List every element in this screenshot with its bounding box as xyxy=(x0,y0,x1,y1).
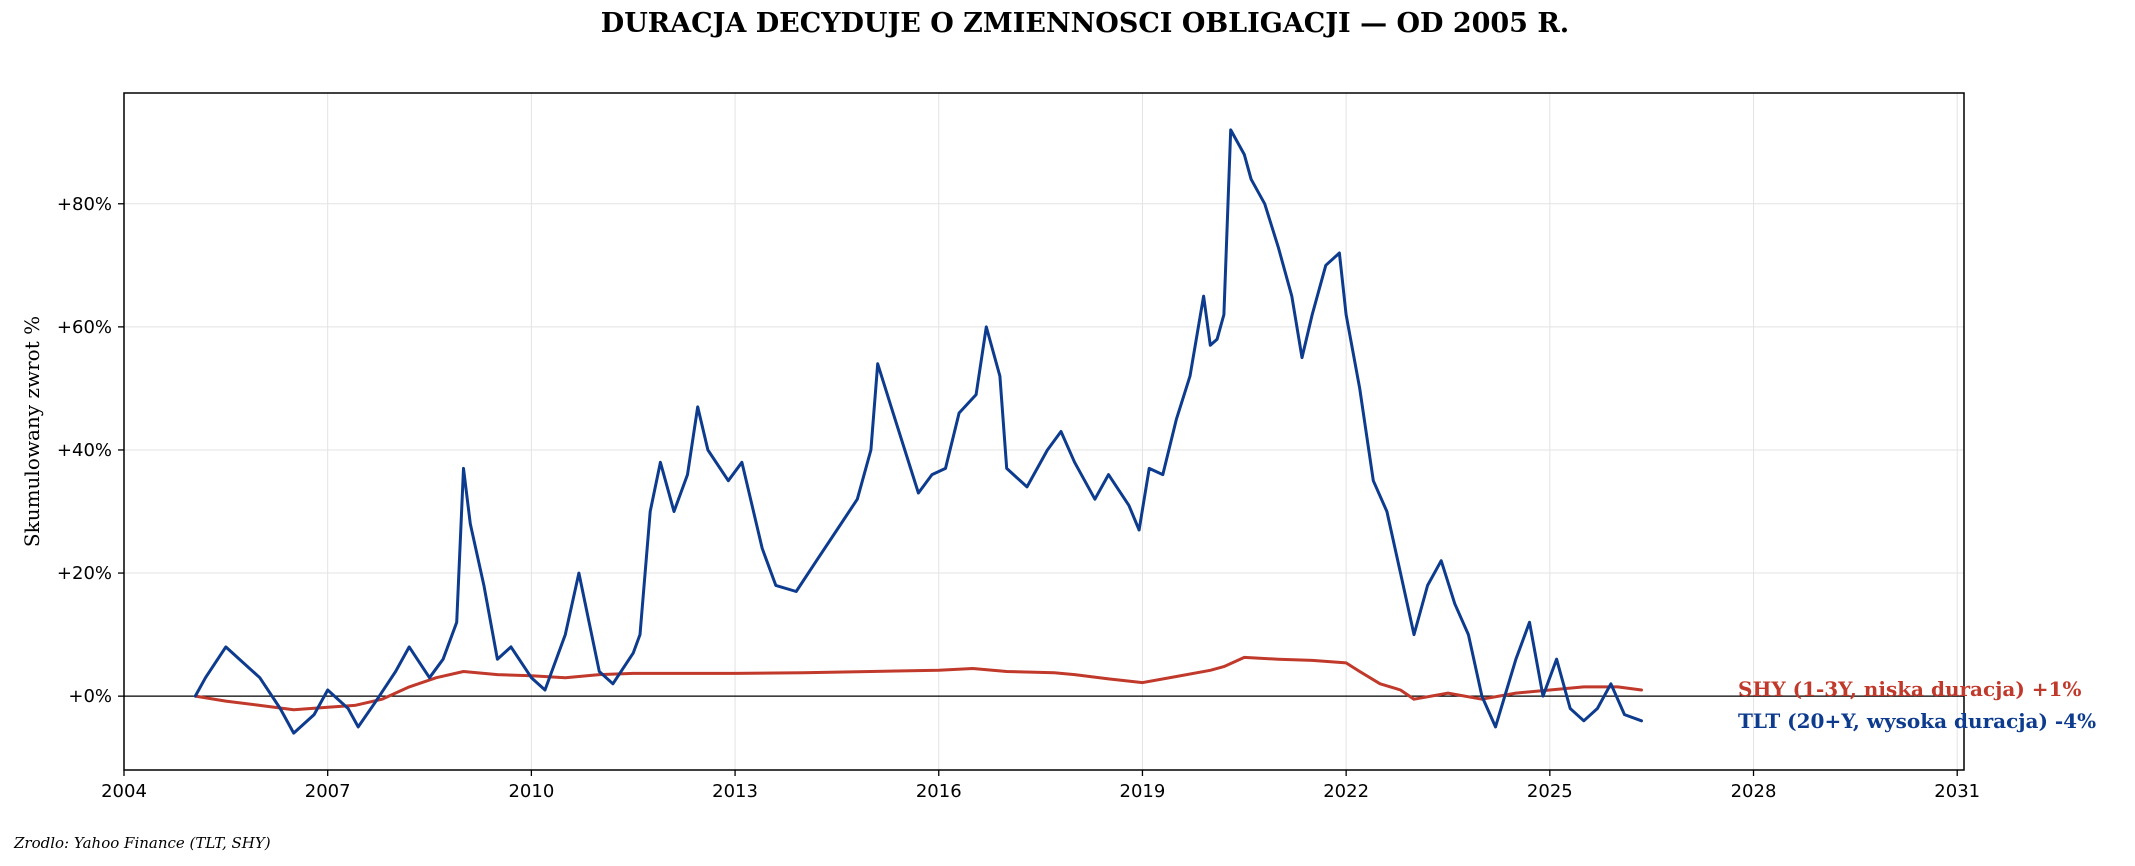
x-tick-label: 2016 xyxy=(916,781,962,802)
x-tick-label: 2004 xyxy=(101,781,147,802)
series-layer xyxy=(193,128,1643,735)
source-note: Zrodlo: Yahoo Finance (TLT, SHY) xyxy=(14,834,271,852)
x-tick-label: 2022 xyxy=(1323,781,1369,802)
series-end-label-shy: SHY (1-3Y, niska duracja) +1% xyxy=(1738,677,2081,701)
chart-title: DURACJA DECYDUJE O ZMIENNOSCI OBLIGACJI … xyxy=(600,8,1570,39)
y-tick-label: +40% xyxy=(57,440,112,461)
x-tick-label: 2025 xyxy=(1527,781,1573,802)
y-tick-label: +60% xyxy=(57,317,112,338)
series-line-shy xyxy=(193,655,1643,712)
x-tick-label: 2028 xyxy=(1731,781,1777,802)
series-line-tlt xyxy=(193,128,1643,735)
end-labels: SHY (1-3Y, niska duracja) +1% TLT (20+Y, … xyxy=(1738,677,2096,733)
x-axis: 2004 2007 2010 2013 2016 2019 2022 2025 2028 2031 xyxy=(101,770,1980,802)
x-tick-label: 2007 xyxy=(305,781,351,802)
y-tick-label: +0% xyxy=(68,686,112,707)
y-tick-label: +80% xyxy=(57,194,112,215)
y-tick-label: +20% xyxy=(57,563,112,584)
x-tick-label: 2019 xyxy=(1120,781,1166,802)
x-tick-label: 2010 xyxy=(508,781,554,802)
series-end-label-tlt: TLT (20+Y, wysoka duracja) -4% xyxy=(1738,709,2096,733)
plot-frame xyxy=(123,92,1965,771)
y-axis-label: Skumulowany zwrot % xyxy=(20,316,44,547)
x-tick-label: 2031 xyxy=(1934,781,1980,802)
x-tick-label: 2013 xyxy=(712,781,758,802)
grid xyxy=(123,93,1964,770)
y-axis: +0% +20% +40% +60% +80% xyxy=(57,194,124,707)
